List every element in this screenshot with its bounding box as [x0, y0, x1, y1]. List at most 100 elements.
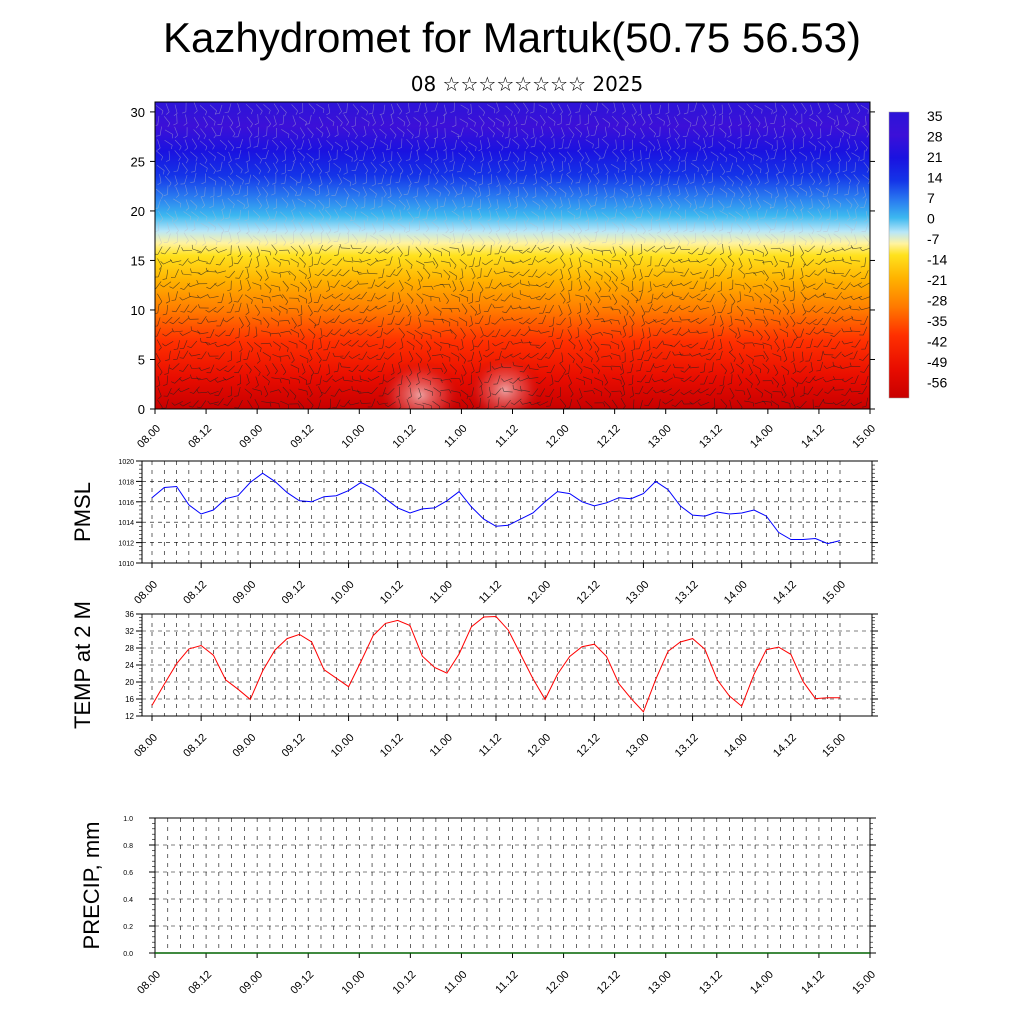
- wind-barb-shaft: [319, 375, 322, 385]
- wind-barb-flag: [163, 194, 168, 197]
- wind-barb-flag: [412, 240, 414, 245]
- wind-barb-shaft: [583, 235, 591, 243]
- wind-barb-flag: [166, 230, 170, 234]
- wind-barb-shaft: [611, 151, 619, 159]
- wind-barb-shaft: [515, 232, 519, 242]
- wind-barb-shaft: [567, 352, 575, 360]
- wind-barb-shaft: [512, 271, 520, 278]
- wind-barb-flag: [538, 205, 541, 210]
- wind-barb-shaft: [173, 330, 183, 333]
- wind-barb-shaft: [838, 222, 841, 232]
- wind-barb-flag: [609, 355, 613, 360]
- wind-barb-flag: [519, 259, 524, 263]
- wind-barb-flag: [360, 206, 365, 209]
- wind-barb-flag: [743, 390, 746, 395]
- x-tick-label: 13.00: [624, 732, 652, 760]
- wind-barb-shaft: [533, 164, 538, 173]
- wind-barb-shaft: [855, 102, 861, 111]
- wind-barb-shaft: [369, 246, 376, 254]
- wind-barb-flag: [331, 146, 334, 151]
- wind-barb-flag: [286, 193, 290, 198]
- wind-barb-flag: [624, 252, 627, 256]
- wind-barb-flag: [689, 353, 693, 357]
- wind-barb-shaft: [255, 270, 263, 278]
- wind-barb-shaft: [238, 149, 242, 159]
- wind-barb-flag: [244, 171, 249, 174]
- wind-barb-flag: [710, 124, 715, 126]
- wind-barb-shaft: [611, 259, 621, 262]
- wind-barb-flag: [508, 285, 513, 289]
- wind-barb-flag: [809, 194, 813, 198]
- wind-barb-shaft: [458, 152, 466, 159]
- wind-barb-shaft: [642, 281, 644, 291]
- wind-barb-shaft: [853, 350, 858, 360]
- wind-barb-flag: [782, 299, 786, 303]
- wind-barb-flag: [564, 239, 566, 244]
- wind-barb-flag: [589, 336, 593, 341]
- wind-barb-shaft: [569, 316, 572, 326]
- wind-barb-flag: [376, 250, 380, 254]
- y-axis-label: PMSL: [70, 482, 95, 542]
- wind-barb-flag: [492, 343, 496, 347]
- wind-barb-flag: [240, 325, 244, 329]
- wind-barb-flag: [776, 171, 780, 176]
- wind-barb-shaft: [541, 186, 549, 194]
- wind-barb-shaft: [620, 151, 627, 159]
- wind-barb-flag: [785, 182, 789, 186]
- wind-barb-shaft: [576, 352, 584, 360]
- wind-barb-shaft: [363, 125, 367, 135]
- wind-barb-shaft: [593, 387, 603, 393]
- wind-barb-shaft: [655, 389, 665, 394]
- wind-barb-shaft: [611, 221, 620, 229]
- wind-barb-shaft: [764, 329, 771, 338]
- x-tick-label: 11.00: [428, 732, 455, 759]
- wind-barb-flag: [386, 148, 391, 151]
- wind-barb-shaft: [308, 138, 312, 148]
- wind-barb-shaft: [807, 259, 815, 266]
- wind-barb-shaft: [292, 115, 296, 125]
- wind-barb-shaft: [568, 233, 575, 241]
- wind-barb-flag: [601, 207, 606, 210]
- wind-barb-shaft: [633, 340, 635, 350]
- wind-barb-shaft: [586, 339, 593, 348]
- wind-barb-flag: [519, 400, 523, 405]
- wind-barb-flag: [361, 228, 366, 232]
- wind-barb-shaft: [755, 128, 761, 137]
- wind-barb-shaft: [360, 379, 370, 382]
- wind-barb-flag: [621, 278, 625, 282]
- wind-barb-shaft: [792, 280, 795, 291]
- wind-barb-shaft: [579, 314, 583, 324]
- wind-barb-flag: [826, 218, 831, 221]
- wind-barb-flag: [347, 286, 352, 290]
- wind-barb-shaft: [432, 271, 442, 274]
- wind-barb-shaft: [198, 260, 208, 263]
- wind-barb-flag: [204, 159, 208, 164]
- wind-barb-shaft: [326, 318, 335, 324]
- wind-barb-shaft: [585, 152, 590, 161]
- wind-barb-shaft: [711, 137, 714, 147]
- wind-barb-flag: [304, 203, 306, 208]
- wind-barb-flag: [533, 172, 538, 176]
- wind-barb-flag: [655, 135, 660, 138]
- wind-barb-flag: [841, 247, 845, 251]
- wind-barb-shaft: [498, 350, 502, 360]
- wind-barb-flag: [242, 180, 244, 185]
- wind-barb-flag: [440, 379, 443, 383]
- wind-barb-flag: [474, 122, 476, 127]
- wind-barb-shaft: [530, 306, 540, 310]
- wind-barb-flag: [727, 135, 732, 138]
- wind-barb-flag: [728, 240, 732, 244]
- wind-barb-flag: [339, 206, 342, 211]
- wind-barb-flag: [712, 112, 717, 116]
- wind-barb-flag: [359, 159, 364, 161]
- wind-barb-flag: [435, 265, 439, 269]
- wind-barb-flag: [235, 336, 240, 339]
- wind-barb-flag: [265, 206, 269, 210]
- wind-barb-flag: [189, 216, 192, 221]
- wind-barb-flag: [496, 193, 501, 196]
- wind-barb-flag: [524, 242, 529, 247]
- wind-barb-flag: [325, 206, 330, 209]
- wind-barb-flag: [326, 134, 331, 139]
- wind-barb-shaft: [549, 185, 557, 193]
- precip-panel: 0.00.20.40.60.81.008.00 08.12 09.00 09.12 10…: [79, 816, 878, 997]
